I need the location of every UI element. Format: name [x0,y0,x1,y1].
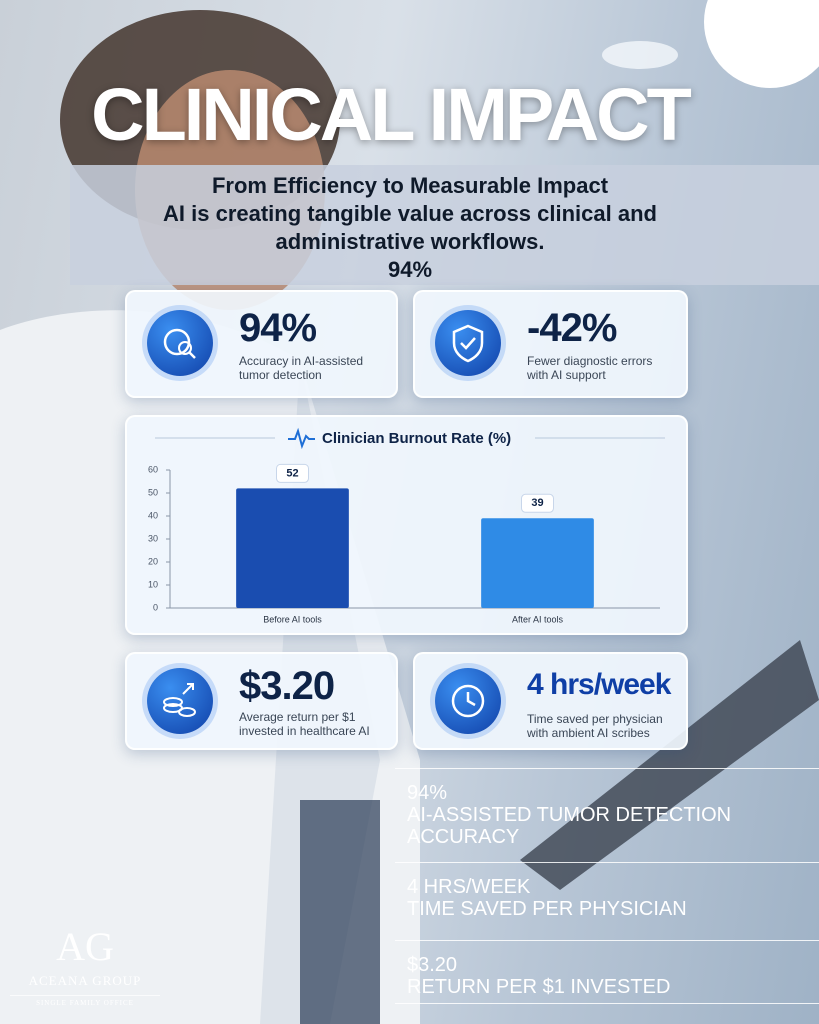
x-tick-label: Before AI tools [263,614,322,624]
icon [435,668,501,734]
y-tick-label: 50 [148,487,158,497]
stat-card: $3.20 Average return per $1 invested in … [125,652,398,750]
stat-label: Accuracy in AI-assisted tumor detection [239,354,364,382]
highlight-value: 94% [407,782,448,804]
x-tick-label: After AI tools [512,614,564,624]
highlight-value: 4 HRS/WEEK [407,876,531,898]
logo: AG ACEANA GROUP SINGLE FAMILY OFFICE [10,925,160,1007]
rule [395,862,819,863]
intro-line: administrative workflows. [275,229,545,254]
intro-line: 94% [387,257,433,282]
chart: Clinician Burnout Rate (%) 0 10 20 30 40 50 60… [148,427,665,624]
stat-label: Fewer diagnostic errors with AI support [527,354,653,382]
y-tick-label: 10 [148,579,158,589]
y-tick-label: 30 [148,533,158,543]
stat-value: -42% [527,306,617,350]
stat-value: 4 hrs/week [527,668,671,701]
icon [147,668,213,734]
y-tick-label: 60 [148,464,158,474]
stat-label: Time saved per physician with ambient AI… [527,712,663,740]
intro: From Efficiency to Measurable Impact AI … [70,172,750,284]
icon-glyph [451,684,485,718]
value-label: 52 [286,467,298,479]
icon-glyph [452,324,484,363]
intro-line: AI is creating tangible value across cli… [163,201,657,226]
highlight: 4 HRS/WEEK TIME SAVED PER PHYSICIAN [407,876,807,920]
stat-value: 94% [239,306,317,350]
y-tick-label: 0 [153,602,158,612]
highlight-value: $3.20 [407,954,458,976]
rule [395,1003,819,1004]
stat-label: Average return per $1 invested in health… [239,710,370,738]
logo-name: ACEANA GROUP [28,973,142,988]
value-label-box [521,493,554,513]
stat-card: -42% Fewer diagnostic errors with AI sup… [413,290,688,398]
icon-glyph [163,328,196,359]
intro-line: From Efficiency to Measurable Impact [211,173,609,198]
highlight-label: TIME SAVED PER PHYSICIAN [407,898,687,920]
chart-card [125,415,688,635]
highlight: 94% AI-ASSISTED TUMOR DETECTION ACCURACY [407,782,807,848]
logo-tagline: SINGLE FAMILY OFFICE [10,995,160,1007]
logo-mark: AG [56,924,114,969]
icon [435,310,501,376]
bar [236,488,349,608]
stat-value: $3.20 [239,664,335,708]
pulse-icon [288,427,315,450]
y-tick-label: 20 [148,556,158,566]
value-label-box [276,463,309,483]
icon [147,310,213,376]
highlight: $3.20 RETURN PER $1 INVESTED [407,954,807,998]
chart-title: Clinician Burnout Rate (%) [322,430,511,447]
highlight-label: AI-ASSISTED TUMOR DETECTION ACCURACY [407,804,732,848]
rule [395,940,819,941]
y-tick-label: 40 [148,510,158,520]
bar [481,518,594,608]
value-label: 39 [531,497,543,509]
stat-card: 94% Accuracy in AI-assisted tumor detect… [125,290,398,398]
stat-card: 4 hrs/week Time saved per physician with… [413,652,688,750]
icon-glyph [163,683,196,717]
page-title: CLINICAL IMPACT [91,73,692,156]
rule [395,768,819,769]
highlight-label: RETURN PER $1 INVESTED [407,976,671,998]
